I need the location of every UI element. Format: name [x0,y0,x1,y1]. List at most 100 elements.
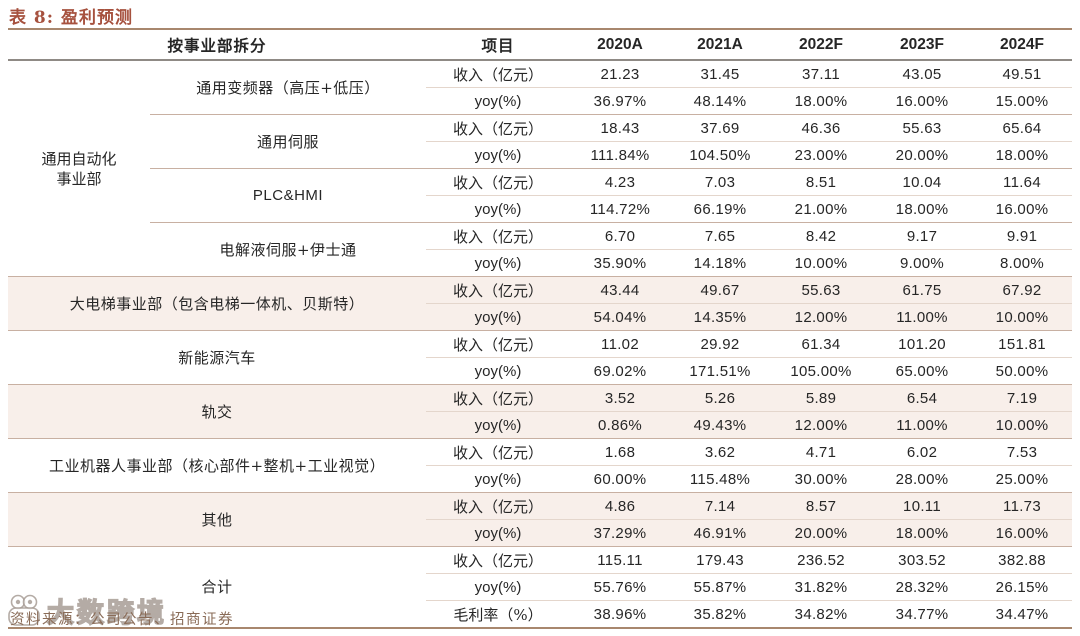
table-row: 工业机器人事业部（核心部件+整机+工业视觉） 收入（亿元） 1.68 3.62 4.71… [8,438,1073,493]
value-cell: 60.00% [570,465,671,493]
value-cell: 49.43% [670,411,771,439]
value-cell: 3.52 [570,384,671,412]
value-cell: 0.86% [570,411,671,439]
value-cell: 382.88 [972,546,1073,574]
section-name: 电解液伺服+伊士通 [150,222,427,277]
row-label: 收入（亿元） [426,330,571,358]
value-cell: 10.00% [770,249,873,277]
value-cell: 14.18% [670,249,771,277]
row-label: 收入（亿元） [426,546,571,574]
value-cell: 4.71 [770,438,873,466]
section-name: 轨交 [8,384,427,439]
table-row: yoy(%) 60.00% 115.48% 30.00% 28.00% 25.00% [8,465,1073,493]
value-cell: 38.96% [570,600,671,628]
value-cell: 7.03 [670,168,771,196]
value-cell: 8.51 [770,168,873,196]
value-cell: 3.62 [670,438,771,466]
row-label: yoy(%) [426,573,571,601]
value-cell: 36.97% [570,87,671,115]
section-name: 通用变频器（高压+低压） [196,78,380,97]
value-cell: 18.00% [972,141,1073,169]
value-cell: 15.00% [972,87,1073,115]
value-cell: 35.82% [670,600,771,628]
value-cell: 6.54 [872,384,973,412]
section-name: 合计 [8,546,427,628]
value-cell: 55.63 [770,276,873,304]
row-label: yoy(%) [426,249,571,277]
value-cell: 11.02 [570,330,671,358]
value-cell: 21.23 [600,65,640,83]
value-cell: 29.92 [670,330,771,358]
header-year: 2024F [972,31,1073,61]
title-rule [8,28,1072,30]
value-cell: 8.00% [972,249,1073,277]
table-row: 大电梯事业部（包含电梯一体机、贝斯特） 收入（亿元） 43.44 49.67 55.63… [8,276,1073,331]
value-cell: 4.86 [570,492,671,520]
table-row: yoy(%) 55.76% 55.87% 31.82% 28.32% 26.15% [8,573,1073,601]
value-cell: 43.44 [570,276,671,304]
row-label: 收入（亿元） [426,492,571,520]
row-label: yoy(%) [426,465,571,493]
value-cell: 34.82% [770,600,873,628]
row-label: yoy(%) [426,411,571,439]
value-cell: 7.19 [972,384,1073,412]
row-label: yoy(%) [426,519,571,547]
value-cell: 48.14% [670,87,771,115]
row-label: yoy(%) [426,195,571,223]
value-cell: 25.00% [972,465,1073,493]
table-row: yoy(%) 36.97% 48.14% 18.00% 16.00% 15.00% [8,87,1073,115]
value-cell: 6.02 [872,438,973,466]
value-cell: 179.43 [670,546,771,574]
header-year: 2020A [570,31,671,61]
value-cell: 171.51% [670,357,771,385]
value-cell: 34.47% [972,600,1073,628]
value-cell: 30.00% [770,465,873,493]
value-cell: 10.04 [872,168,973,196]
value-cell: 46.36 [770,114,873,142]
table-row: 其他 收入（亿元） 4.86 7.14 8.57 10.11 11.73 [8,492,1073,547]
section-name: 工业机器人事业部（核心部件+整机+工业视觉） [8,438,427,493]
value-cell: 4.23 [570,168,671,196]
row-label: yoy(%) [426,141,571,169]
value-cell: 101.20 [872,330,973,358]
row-label: 收入（亿元） [426,438,571,466]
value-cell: 50.00% [972,357,1073,385]
value-cell: 67.92 [972,276,1073,304]
row-label: yoy(%) [426,303,571,331]
value-cell: 11.73 [972,492,1073,520]
value-cell: 7.65 [670,222,771,250]
row-label: yoy(%) [426,357,571,385]
value-cell: 46.91% [670,519,771,547]
value-cell: 1.68 [570,438,671,466]
value-cell: 8.42 [770,222,873,250]
table-row: 通用自动化事业部 通用变频器（高压+低压） 收入（亿元） 21.23 31.45 37.1… [8,60,1072,188]
row-label: 收入（亿元） [453,65,544,84]
value-cell: 18.00% [872,519,973,547]
value-cell: 28.32% [872,573,973,601]
table-row: yoy(%) 35.90% 14.18% 10.00% 9.00% 8.00% [8,249,1073,277]
value-cell: 20.00% [770,519,873,547]
value-cell: 11.00% [872,411,973,439]
profit-forecast-table: 按事业部拆分 项目 2020A 2021A 2022F 2023F 2024F 通用自动… [8,31,1073,629]
section-name: 其他 [8,492,427,547]
value-cell: 31.82% [770,573,873,601]
value-cell: 104.50% [670,141,771,169]
section-name: 大电梯事业部（包含电梯一体机、贝斯特） [8,276,427,331]
value-cell: 12.00% [770,303,873,331]
value-cell: 54.04% [570,303,671,331]
watermark-text: 大数跨境 [46,597,167,628]
value-cell: 37.69 [670,114,771,142]
table-title: 表 8: 盈利预测 [9,8,133,28]
value-cell: 55.87% [670,573,771,601]
section-name: 通用伺服 [150,114,427,169]
value-cell: 5.89 [770,384,873,412]
header-year: 2023F [872,31,973,61]
value-cell: 20.00% [872,141,973,169]
value-cell: 303.52 [872,546,973,574]
value-cell: 49.67 [670,276,771,304]
watermark-logo-icon [8,594,40,626]
value-cell: 16.00% [972,519,1073,547]
value-cell: 6.70 [570,222,671,250]
value-cell: 26.15% [972,573,1073,601]
row-label: 收入（亿元） [426,168,571,196]
